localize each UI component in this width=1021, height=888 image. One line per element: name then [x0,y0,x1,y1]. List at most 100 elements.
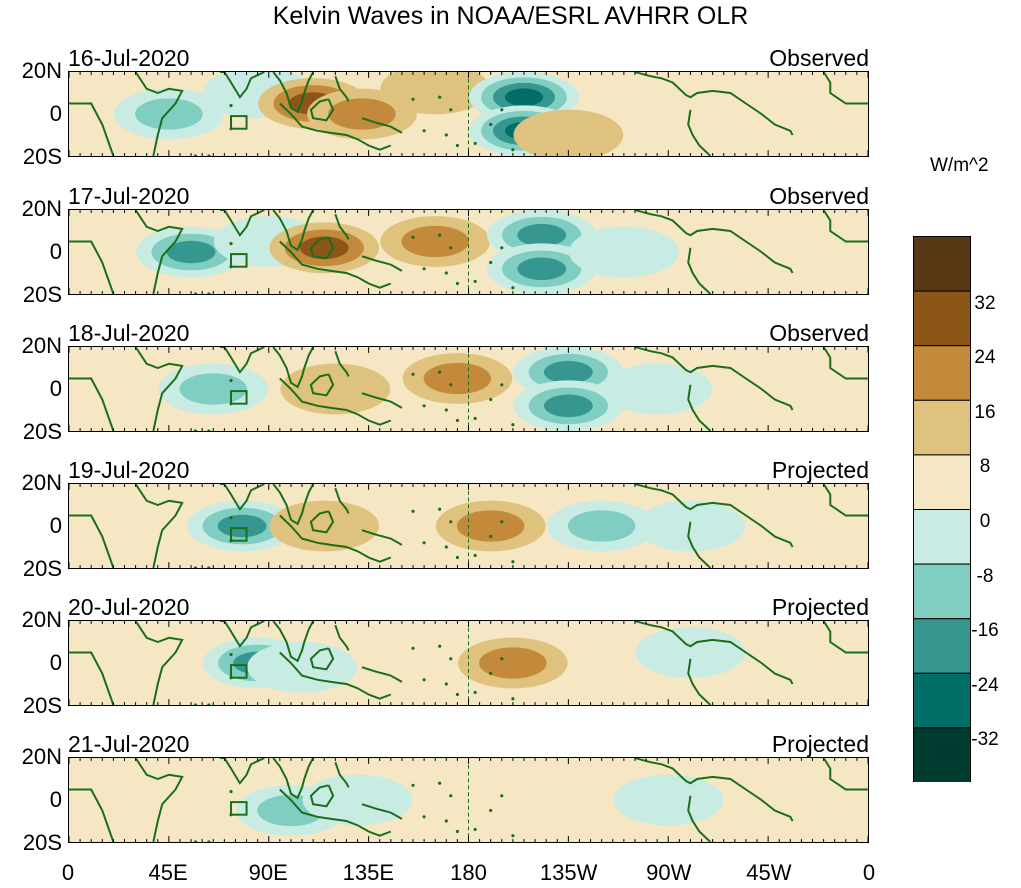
island-dot [455,692,459,697]
island-dot [455,281,459,286]
coastline [822,210,868,243]
island-dot [511,834,515,838]
island-dot [193,154,198,156]
colorbar-swatch [913,454,971,510]
colorbar-level-label: 32 [974,292,996,314]
island-dot [455,418,459,423]
x-tick-label: 0 [862,860,876,885]
coastline [634,347,794,411]
colorbar-level-label: -8 [976,565,994,587]
island-dot [422,541,426,545]
island-dot [229,402,233,406]
y-tick-label: 20S [22,693,62,718]
island-dot [489,671,493,676]
coastline [219,72,265,99]
island-dot [411,97,415,101]
island-dot [207,429,211,431]
x-tick-label: 45W [746,860,792,885]
island-dot [449,520,453,524]
anomaly-contour [269,500,380,552]
island-dot [229,127,233,131]
island-dot [500,794,504,798]
island-dot [449,383,453,387]
coastline [361,666,403,683]
island-dot [411,783,415,787]
coastline [134,621,184,705]
colorbar-level-label: -24 [971,674,999,696]
anomaly-contour [135,98,203,130]
coastline [687,384,712,431]
island-dot [229,104,233,108]
region-box [230,253,248,268]
colorbar-swatch [913,727,971,782]
coastline [361,255,403,272]
colorbar-level-label: -32 [971,729,999,751]
colorbar-swatch [913,399,971,456]
island-dot [207,566,211,568]
coastline [634,484,794,548]
island-dot [444,271,448,275]
island-dot [193,292,198,294]
island-dot [207,703,211,705]
island-dot [455,829,459,834]
coastline [272,484,315,526]
island-dot [422,267,426,271]
coastline [272,758,315,800]
y-tick-label: 20N [21,607,62,632]
colorbar-level-label: 0 [979,511,991,532]
anomaly-contour [280,363,391,415]
x-tick-label: 135E [342,860,395,885]
island-dot [449,657,453,661]
coastline [687,795,712,842]
coastline [69,102,115,156]
olr-panel [68,483,869,569]
panel-svg [69,484,868,568]
coastline [279,788,392,837]
coastline [272,347,315,389]
island-dot [438,781,442,785]
panel-svg [69,758,868,842]
y-tick-label: 20N [21,744,62,769]
coastline [687,658,712,705]
anomaly-contour [567,510,636,542]
olr-panel [68,71,869,157]
coastline [279,377,392,426]
colorbar-level-label: 8 [979,456,991,478]
region-box [230,390,248,405]
anomaly-contour [423,362,492,395]
island-dot [207,840,211,842]
olr-panel [68,209,869,295]
coastline [361,529,403,546]
island-dot [473,690,477,694]
y-tick-label: 20N [21,470,62,495]
anomaly-contour [504,88,544,107]
island-dot [473,827,477,831]
anomaly-contour [328,98,396,130]
region-box [230,527,248,542]
panel-date: 18-Jul-2020 [68,320,190,346]
y-tick-label: 0 [49,239,62,264]
coastline [309,98,335,122]
anomaly-contour [517,223,567,247]
panel-date: 17-Jul-2020 [68,183,190,209]
coastline [822,621,868,654]
coastline [69,240,115,294]
anomaly-contour [380,72,491,115]
island-dot [411,509,415,513]
anomaly-contour [517,257,567,281]
coastline [69,377,115,431]
island-dot [207,292,211,294]
anomaly-contour [179,373,248,405]
island-dot [500,520,504,524]
y-tick-label: 20S [22,282,62,307]
coastline [309,236,335,260]
island-dot [511,148,515,152]
coastline [279,240,392,289]
coastline [134,72,184,156]
island-dot [444,682,448,686]
panel-status: Projected [771,594,869,620]
coastline [334,487,350,514]
x-tick-label: 180 [450,860,487,885]
panel-date: 19-Jul-2020 [68,457,190,483]
coastline [334,624,350,651]
